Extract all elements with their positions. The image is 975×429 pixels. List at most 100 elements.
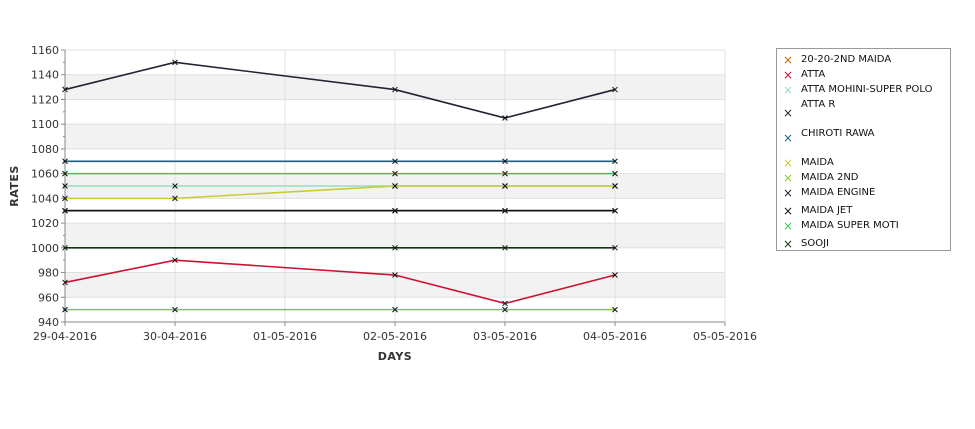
marker-stroke (392, 183, 398, 189)
series-layer (62, 59, 618, 313)
marker-stroke (62, 170, 68, 177)
data-point (392, 272, 398, 278)
y-tick-label: 1160 (31, 44, 59, 57)
data-point (392, 207, 398, 214)
x-tick-label: 29-04-2016 (33, 330, 97, 343)
y-tick-label: 1060 (31, 168, 59, 181)
legend-marker-icon: × (782, 237, 794, 251)
legend-item: × CHIROTI RAWA (777, 127, 950, 145)
x-tick-label: 03-05-2016 (473, 330, 537, 343)
marker-stroke (612, 170, 618, 177)
marker-stroke (502, 306, 508, 313)
marker-stroke (392, 306, 398, 313)
legend-marker-icon: × (782, 106, 794, 120)
y-tick-label: 1140 (31, 69, 59, 82)
series-group (62, 244, 618, 251)
data-point (612, 183, 618, 189)
legend-label: MAIDA (801, 157, 834, 168)
legend-item: × MAIDA 2ND (777, 171, 950, 185)
legend-label: MAIDA SUPER MOTI (801, 220, 899, 231)
marker-stroke (392, 244, 398, 251)
y-tick-label: 980 (38, 267, 59, 280)
series-group (62, 257, 618, 307)
legend-marker-icon: × (782, 171, 794, 185)
marker-stroke (392, 86, 398, 93)
marker-stroke (62, 207, 68, 214)
marker-stroke (612, 183, 618, 189)
x-tick-label: 02-05-2016 (363, 330, 427, 343)
y-tick-label: 940 (38, 316, 59, 329)
y-tick-label: 1120 (31, 93, 59, 106)
marker-stroke (62, 86, 68, 93)
series-group (62, 158, 618, 165)
legend-label: ATTA R (801, 99, 836, 110)
x-tick-label: 30-04-2016 (143, 330, 207, 343)
x-tick-label: 01-05-2016 (253, 330, 317, 343)
data-point (62, 170, 68, 177)
data-point (392, 170, 398, 177)
legend-label: SOOJI (801, 238, 829, 249)
data-point (612, 244, 618, 251)
x-tick-label: 05-05-2016 (693, 330, 757, 343)
legend-marker-icon: × (782, 204, 794, 218)
marker-stroke (612, 86, 618, 93)
legend-label: MAIDA JET (801, 205, 853, 216)
y-tick-label: 1100 (31, 118, 59, 131)
legend-marker-icon: × (782, 219, 794, 233)
data-point (392, 183, 398, 189)
marker-stroke (172, 195, 178, 202)
legend-label: ATTA MOHINI-SUPER POLO (801, 84, 933, 95)
y-tick-label: 1080 (31, 143, 59, 156)
data-point (612, 86, 618, 93)
data-point (392, 158, 398, 165)
data-point (172, 306, 178, 313)
legend-item: × ATTA (777, 68, 950, 82)
data-point (392, 244, 398, 251)
series-group (62, 306, 618, 313)
marker-stroke (612, 306, 618, 313)
marker-stroke (502, 115, 508, 121)
data-point (612, 306, 618, 313)
chart-legend: × 20-20-2ND MAIDA × ATTA × ATTA MOHINI-SUPER … (776, 48, 951, 251)
data-point (502, 115, 508, 121)
marker-stroke (62, 183, 68, 189)
y-tick-label: 1020 (31, 217, 59, 230)
y-tick-label: 1000 (31, 242, 59, 255)
marker-stroke (392, 207, 398, 214)
x-tick-label: 04-05-2016 (583, 330, 647, 343)
x-axis-label: DAYS (378, 350, 412, 363)
marker-stroke (502, 300, 508, 307)
marker-stroke (62, 244, 68, 251)
marker-stroke (612, 244, 618, 251)
marker-stroke (172, 59, 178, 66)
data-point (172, 195, 178, 202)
data-point (612, 170, 618, 177)
data-point (502, 244, 508, 251)
series-group (62, 207, 618, 214)
legend-item: × MAIDA ENGINE (777, 186, 950, 200)
legend-label: CHIROTI RAWA (801, 128, 875, 139)
legend-label: ATTA (801, 69, 826, 80)
data-point (502, 300, 508, 307)
data-point (502, 158, 508, 165)
legend-marker-icon: × (782, 83, 794, 97)
series-group (62, 183, 618, 202)
data-point (392, 306, 398, 313)
data-point (62, 306, 68, 313)
legend-marker-icon: × (782, 156, 794, 170)
data-point (62, 183, 68, 189)
data-point (172, 183, 178, 189)
legend-item: × MAIDA (777, 156, 950, 170)
marker-stroke (612, 207, 618, 214)
marker-stroke (172, 257, 178, 264)
data-point (62, 195, 68, 202)
data-point (62, 207, 68, 214)
data-point (502, 306, 508, 313)
marker-stroke (502, 183, 508, 189)
legend-item: × 20-20-2ND MAIDA (777, 53, 950, 67)
data-point (62, 158, 68, 165)
marker-stroke (612, 158, 618, 165)
legend-label: 20-20-2ND MAIDA (801, 54, 892, 65)
marker-stroke (502, 244, 508, 251)
